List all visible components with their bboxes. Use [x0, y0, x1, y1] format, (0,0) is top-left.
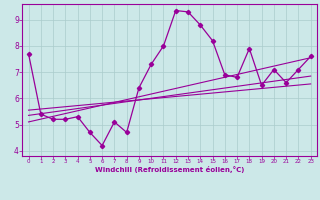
X-axis label: Windchill (Refroidissement éolien,°C): Windchill (Refroidissement éolien,°C) [95, 166, 244, 173]
